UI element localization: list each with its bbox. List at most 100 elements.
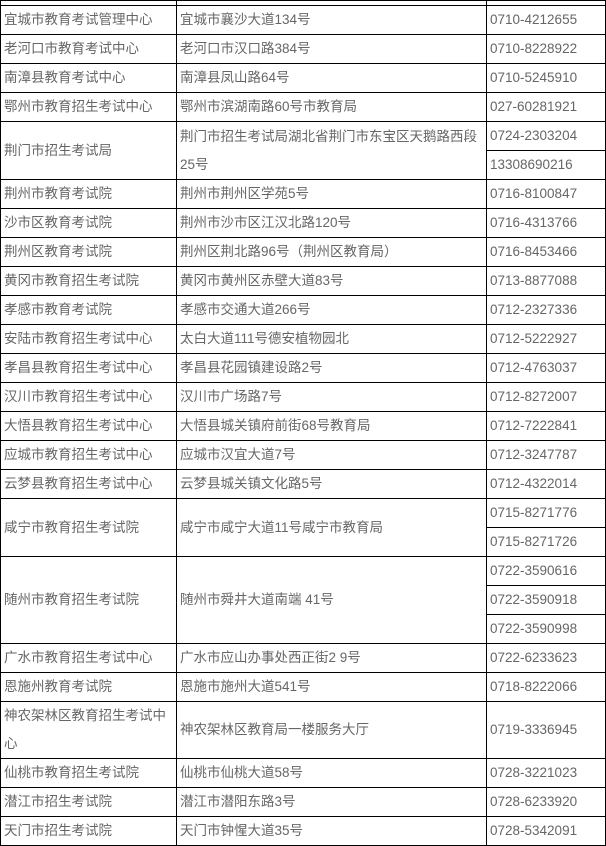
center-name-cell: 潜江市招生考试院 [0,787,177,817]
table-row: 13308690216 [1,150,606,180]
address-cell: 天门市钟惺大道35号 [176,816,487,846]
address-cell: 南漳县凤山路64号 [176,63,487,93]
phone-cell: 0716-8453466 [486,237,606,267]
address-cell: 大悟县城关镇府前街68号教育局 [176,411,487,441]
phone-cell: 0716-8100847 [486,179,606,209]
phone-cell: 0715-8271776 [486,498,606,528]
table-row: 神农架林区教育招生考试中心 神农架林区教育局一楼服务大厅 0719-3336945 [0,701,606,759]
table-row: 天门市招生考试院 天门市钟惺大道35号 0728-5342091 [0,816,606,846]
center-name-cell: 大悟县教育招生考试中心 [0,411,177,441]
table-row: 随州市教育招生考试院 随州市舜井大道南端 41号 0722-3590616 [0,556,606,644]
center-name-cell: 孝感市教育考试院 [0,295,177,325]
table-row: 荆州市教育考试院 荆州市荆州区学苑5号 0716-8100847 [0,179,606,209]
table-row: 潜江市招生考试院 潜江市潜阳东路3号 0728-6233920 [0,787,606,817]
address-cell: 荆州市沙市区江汉北路120号 [176,208,487,238]
center-name-cell: 荆州区教育考试院 [0,237,177,267]
phone-cell: 0719-3336945 [486,701,606,759]
table-row: 云梦县教育招生考试中心 云梦县城关镇文化路5号 0712-4322014 [0,469,606,499]
center-name-cell: 沙市区教育考试院 [0,208,177,238]
phone-cell: 0712-5222927 [486,324,606,354]
address-cell: 仙桃市仙桃大道58号 [176,758,487,788]
table-row: 荆门市招生考试局 荆门市招生考试局湖北省荆门市东宝区天鹅路西段25号 0724-23… [0,121,606,180]
address-cell: 应城市汉宜大道7号 [176,440,487,470]
center-name-cell: 云梦县教育招生考试中心 [0,469,177,499]
address-cell: 孝感市交通大道266号 [176,295,487,325]
table-row: 安陆市教育招生考试中心 太白大道111号德安植物园北 0712-5222927 [0,324,606,354]
phone-cell: 0712-3247787 [486,440,606,470]
center-name-cell: 宜城市教育考试管理中心 [0,5,177,35]
phone-cell: 0712-2327336 [486,295,606,325]
address-cell: 咸宁市咸宁大道11号咸宁市教育局 [176,498,487,557]
table-row: 广水市教育招生考试中心 广水市应山办事处西正街2 9号 0722-6233623 [0,643,606,673]
phone-cell: 0728-6233920 [486,787,606,817]
phone-cell: 0713-8877088 [486,266,606,296]
phone-cell: 0728-3221023 [486,758,606,788]
phone-cell: 0712-8272007 [486,382,606,412]
address-cell: 随州市舜井大道南端 41号 [176,556,487,644]
phone-cell: 0724-2303204 [486,121,606,151]
center-name-cell: 荆州市教育考试院 [0,179,177,209]
center-name-cell: 天门市招生考试院 [0,816,177,846]
phone-cell: 0712-4322014 [486,469,606,499]
address-cell: 广水市应山办事处西正街2 9号 [176,643,487,673]
table-row: 恩施州教育考试院 恩施市施州大道541号 0718-8222066 [0,672,606,702]
center-name-cell: 应城市教育招生考试中心 [0,440,177,470]
phone-cell: 0712-4763037 [486,353,606,383]
phone-cell: 0712-7222841 [486,411,606,441]
center-name-cell: 随州市教育招生考试院 [0,556,177,644]
table-row: 鄂州市教育招生考试中心 鄂州市滨湖南路60号市教育局 027-60281921 [0,92,606,122]
center-name-cell: 恩施州教育考试院 [0,672,177,702]
table-row: 孝昌县教育招生考试中心 孝昌县花园镇建设路2号 0712-4763037 [0,353,606,383]
phone-cell: 0728-5342091 [486,816,606,846]
phone-cell: 0722-3590918 [486,585,606,615]
center-name-cell: 汉川市教育招生考试中心 [0,382,177,412]
address-cell: 潜江市潜阳东路3号 [176,787,487,817]
phone-cell: 0710-4212655 [486,5,606,35]
address-cell: 神农架林区教育局一楼服务大厅 [176,701,487,759]
table-row: 沙市区教育考试院 荆州市沙市区江汉北路120号 0716-4313766 [0,208,606,238]
address-cell: 汉川市广场路7号 [176,382,487,412]
phone-cell: 0718-8222066 [486,672,606,702]
center-name-cell: 安陆市教育招生考试中心 [0,324,177,354]
table-row: 荆州区教育考试院 荆州区荆北路96号（荆州区教育局） 0716-8453466 [0,237,606,267]
phone-cell: 13308690216 [486,150,606,180]
table-row: 0715-8271726 [1,527,606,557]
phone-cell: 0710-5245910 [486,63,606,93]
table-row: 仙桃市教育招生考试院 仙桃市仙桃大道58号 0728-3221023 [0,758,606,788]
address-cell: 宜城市襄沙大道134号 [176,5,487,35]
table-row: 大悟县教育招生考试中心 大悟县城关镇府前街68号教育局 0712-7222841 [0,411,606,441]
phone-cell: 0722-6233623 [486,643,606,673]
table-row: 宜城市教育考试管理中心 宜城市襄沙大道134号 0710-4212655 [0,5,606,35]
center-name-cell: 老河口市教育考试中心 [0,34,177,64]
address-cell: 荆州区荆北路96号（荆州区教育局） [176,237,487,267]
table-row: 应城市教育招生考试中心 应城市汉宜大道7号 0712-3247787 [0,440,606,470]
table-row: 0722-3590998 [1,614,606,644]
center-name-cell: 鄂州市教育招生考试中心 [0,92,177,122]
center-name-cell: 孝昌县教育招生考试中心 [0,353,177,383]
phone-cell: 0715-8271726 [486,527,606,557]
address-cell: 荆门市招生考试局湖北省荆门市东宝区天鹅路西段25号 [176,121,487,180]
address-cell: 荆州市荆州区学苑5号 [176,179,487,209]
table-row: 孝感市教育考试院 孝感市交通大道266号 0712-2327336 [0,295,606,325]
phone-cell: 0716-4313766 [486,208,606,238]
address-cell: 云梦县城关镇文化路5号 [176,469,487,499]
table-row: 咸宁市教育招生考试院 咸宁市咸宁大道11号咸宁市教育局 0715-8271776 [0,498,606,557]
address-cell: 恩施市施州大道541号 [176,672,487,702]
table-row: 老河口市教育考试中心 老河口市汉口路384号 0710-8228922 [0,34,606,64]
table-row: 黄冈市教育招生考试院 黄冈市黄州区赤壁大道83号 0713-8877088 [0,266,606,296]
table-row: 汉川市教育招生考试中心 汉川市广场路7号 0712-8272007 [0,382,606,412]
center-name-cell: 仙桃市教育招生考试院 [0,758,177,788]
center-name-cell: 神农架林区教育招生考试中心 [0,701,177,759]
center-name-cell: 荆门市招生考试局 [0,121,177,180]
address-cell: 太白大道111号德安植物园北 [176,324,487,354]
center-name-cell: 广水市教育招生考试中心 [0,643,177,673]
address-cell: 老河口市汉口路384号 [176,34,487,64]
address-cell: 鄂州市滨湖南路60号市教育局 [176,92,487,122]
table-row: 南漳县教育考试中心 南漳县凤山路64号 0710-5245910 [0,63,606,93]
phone-cell: 027-60281921 [486,92,606,122]
address-cell: 黄冈市黄州区赤壁大道83号 [176,266,487,296]
table-row: 0722-3590918 [1,585,606,615]
address-cell: 孝昌县花园镇建设路2号 [176,353,487,383]
